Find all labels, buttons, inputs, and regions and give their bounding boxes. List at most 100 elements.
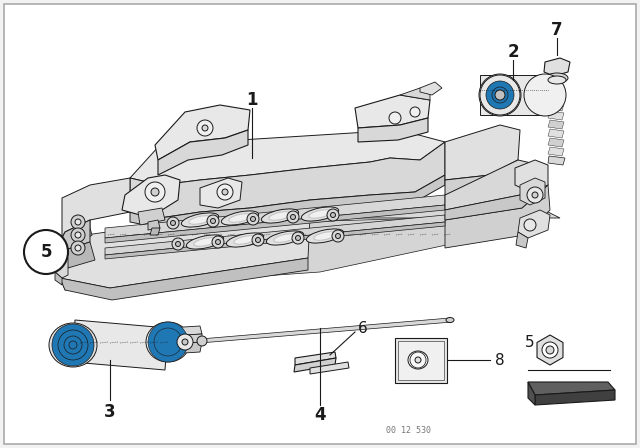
Polygon shape — [55, 258, 68, 278]
Circle shape — [332, 230, 344, 242]
Text: 2: 2 — [507, 43, 519, 61]
Polygon shape — [548, 84, 564, 93]
Polygon shape — [515, 160, 548, 192]
Ellipse shape — [221, 211, 259, 225]
Ellipse shape — [548, 76, 566, 84]
Polygon shape — [548, 102, 564, 111]
Circle shape — [75, 219, 81, 225]
Polygon shape — [528, 382, 535, 405]
Ellipse shape — [301, 207, 339, 221]
Polygon shape — [310, 362, 349, 374]
Polygon shape — [355, 95, 430, 128]
Polygon shape — [148, 220, 160, 230]
Circle shape — [211, 219, 216, 224]
Polygon shape — [138, 208, 165, 225]
Polygon shape — [358, 118, 428, 142]
Circle shape — [486, 81, 514, 109]
Polygon shape — [60, 258, 308, 300]
Polygon shape — [520, 178, 545, 205]
Circle shape — [292, 232, 304, 244]
Circle shape — [492, 87, 508, 103]
Ellipse shape — [309, 210, 331, 218]
Circle shape — [64, 336, 82, 354]
Polygon shape — [60, 210, 310, 288]
Polygon shape — [55, 272, 62, 285]
Ellipse shape — [479, 74, 521, 116]
Circle shape — [495, 90, 505, 100]
Circle shape — [410, 352, 426, 368]
Circle shape — [52, 324, 94, 366]
Ellipse shape — [274, 234, 296, 242]
Polygon shape — [480, 75, 545, 115]
Circle shape — [24, 230, 68, 274]
Polygon shape — [548, 138, 564, 147]
Circle shape — [287, 211, 299, 223]
Circle shape — [170, 220, 175, 225]
Polygon shape — [445, 185, 550, 248]
Polygon shape — [55, 220, 90, 258]
Circle shape — [71, 215, 85, 229]
Ellipse shape — [314, 232, 336, 240]
Ellipse shape — [229, 214, 251, 222]
Polygon shape — [445, 125, 520, 180]
Circle shape — [222, 189, 228, 195]
Circle shape — [154, 328, 182, 356]
Circle shape — [182, 339, 188, 345]
Text: 6: 6 — [358, 320, 368, 336]
Circle shape — [410, 107, 420, 117]
Polygon shape — [130, 142, 445, 218]
Ellipse shape — [408, 351, 428, 369]
Circle shape — [542, 342, 558, 358]
Circle shape — [197, 120, 213, 136]
Polygon shape — [516, 232, 528, 248]
Polygon shape — [130, 175, 445, 228]
Circle shape — [217, 184, 233, 200]
Polygon shape — [445, 175, 548, 220]
Polygon shape — [528, 382, 615, 395]
Polygon shape — [548, 111, 564, 120]
Circle shape — [330, 212, 335, 217]
Circle shape — [202, 125, 208, 131]
Ellipse shape — [269, 212, 291, 220]
Polygon shape — [548, 156, 565, 165]
Text: 5: 5 — [525, 335, 535, 349]
Polygon shape — [168, 334, 202, 344]
Polygon shape — [548, 129, 564, 138]
Ellipse shape — [181, 213, 219, 227]
Circle shape — [75, 232, 81, 238]
Polygon shape — [400, 88, 430, 100]
Circle shape — [291, 215, 296, 220]
Circle shape — [145, 182, 165, 202]
Ellipse shape — [194, 238, 216, 246]
Circle shape — [252, 234, 264, 246]
Polygon shape — [168, 326, 202, 336]
Text: 3: 3 — [104, 403, 116, 421]
Circle shape — [250, 216, 255, 221]
Circle shape — [212, 236, 224, 248]
Polygon shape — [72, 320, 168, 370]
Polygon shape — [62, 178, 130, 238]
Polygon shape — [105, 205, 445, 243]
Polygon shape — [295, 352, 336, 365]
Circle shape — [527, 187, 543, 203]
Text: 00 12 530: 00 12 530 — [385, 426, 431, 435]
Circle shape — [480, 75, 520, 115]
Ellipse shape — [146, 322, 190, 362]
Circle shape — [546, 346, 554, 354]
Text: 8: 8 — [495, 353, 505, 367]
Text: 5: 5 — [40, 243, 52, 261]
Circle shape — [216, 240, 221, 245]
Circle shape — [524, 219, 536, 231]
Circle shape — [167, 217, 179, 229]
Polygon shape — [65, 242, 95, 268]
Polygon shape — [105, 222, 445, 259]
Ellipse shape — [266, 231, 303, 245]
Polygon shape — [294, 358, 336, 372]
Polygon shape — [518, 210, 550, 238]
Polygon shape — [60, 215, 540, 290]
Circle shape — [75, 245, 81, 251]
Polygon shape — [105, 215, 445, 255]
Ellipse shape — [307, 229, 344, 243]
Polygon shape — [548, 93, 564, 102]
Polygon shape — [158, 130, 248, 175]
